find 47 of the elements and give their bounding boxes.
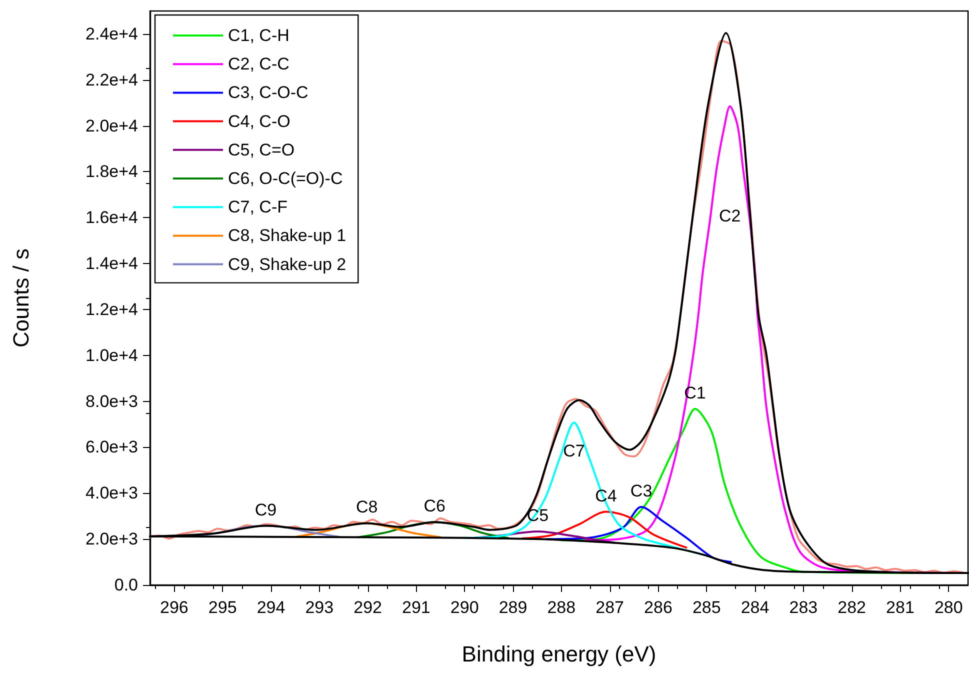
y-axis-title: Counts / s: [8, 248, 34, 348]
y-tick-label: 2.0e+4: [86, 116, 138, 136]
y-tick-label: 8.0e+3: [86, 392, 138, 411]
y-tick-label: 6.0e+3: [86, 438, 138, 457]
legend-label: C1, C-H: [228, 26, 290, 45]
x-tick-label: 296: [160, 598, 188, 617]
y-tick-label: 1.6e+4: [86, 208, 138, 228]
x-axis-title: Binding energy (eV): [462, 642, 656, 666]
annotation: C6: [424, 496, 446, 516]
y-tick-label: 2.4e+4: [86, 24, 138, 44]
y-tick-label: 2.0e+3: [86, 530, 138, 549]
legend-label: C5, C=O: [228, 140, 295, 160]
x-tick-label: 281: [886, 598, 914, 617]
x-tick-label: 284: [740, 598, 770, 617]
y-tick-label: 0.0: [114, 576, 138, 594]
legend-label: C6, O-C(=O)-C: [228, 169, 343, 188]
annotation: C9: [254, 500, 277, 520]
y-tick-label: 1.8e+4: [86, 162, 138, 182]
x-tick-label: 286: [644, 598, 672, 617]
legend-label: C9, Shake-up 2: [228, 254, 346, 274]
y-tick-label: 2.2e+4: [86, 70, 138, 90]
x-tick-label: 282: [838, 598, 866, 617]
annotation: C8: [356, 498, 378, 517]
x-tick-label: 285: [692, 598, 721, 617]
annotation: C2: [718, 206, 741, 226]
y-tick-label: 1.4e+4: [86, 254, 138, 274]
x-tick-label: 289: [498, 598, 528, 617]
y-tick-label: 1.2e+4: [86, 300, 138, 319]
x-tick-label: 295: [208, 598, 237, 617]
annotation: C3: [630, 481, 652, 500]
legend-label: C8, Shake-up 1: [228, 226, 346, 246]
x-tick-label: 287: [596, 598, 624, 617]
annotation: C7: [563, 442, 585, 461]
x-tick-label: 294: [256, 598, 286, 617]
x-tick-label: 288: [547, 598, 576, 617]
x-tick-label: 290: [450, 598, 479, 617]
y-tick-label: 4.0e+3: [86, 484, 138, 503]
legend-label: C2, C-C: [228, 54, 290, 74]
x-tick-label: 293: [305, 598, 334, 617]
x-tick-label: 292: [354, 598, 382, 617]
legend-label: C7, C-F: [228, 198, 288, 217]
legend-label: C4, C-O: [228, 112, 290, 131]
x-tick-label: 291: [402, 598, 430, 617]
y-tick-label: 1.0e+4: [86, 346, 138, 365]
legend-label: C3, C-O-C: [228, 83, 308, 102]
x-tick-label: 283: [789, 598, 818, 617]
x-tick-label: 280: [934, 598, 963, 617]
